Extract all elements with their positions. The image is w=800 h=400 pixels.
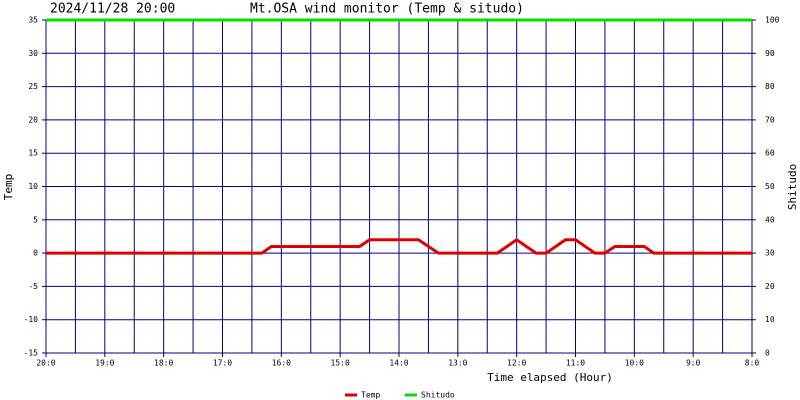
y-tick-label: 35	[28, 16, 38, 25]
y-tick-label: 30	[28, 49, 38, 58]
y2-axis-label: Shitudo	[786, 164, 799, 210]
y-tick-label: -10	[24, 315, 39, 324]
chart-title: Mt.OSA wind monitor (Temp & situdo)	[250, 2, 524, 17]
y2-tick-label: 0	[765, 349, 770, 358]
y-tick-label: 25	[28, 82, 38, 91]
y-tick-label: 10	[28, 182, 38, 191]
y-axis-label: Temp	[2, 174, 15, 201]
x-tick-label: 14:0	[389, 359, 408, 368]
y-tick-label: 5	[33, 215, 38, 224]
x-tick-label: 11:0	[566, 359, 585, 368]
y-tick-label: -5	[28, 282, 38, 291]
x-tick-label: 12:0	[507, 359, 526, 368]
y2-tick-label: 60	[765, 149, 775, 158]
legend-label: Temp	[361, 391, 380, 400]
y2-tick-label: 30	[765, 249, 775, 258]
y-tick-label: 15	[28, 149, 38, 158]
y2-tick-label: 70	[765, 115, 775, 124]
y2-tick-label: 90	[765, 49, 775, 58]
x-axis-label: Time elapsed (Hour)	[487, 371, 613, 384]
legend-label: Shitudo	[421, 391, 455, 400]
x-tick-label: 9:0	[686, 359, 701, 368]
y-tick-label: -15	[24, 349, 39, 358]
y2-tick-label: 80	[765, 82, 775, 91]
line-series	[46, 237, 752, 255]
y2-tick-label: 20	[765, 282, 775, 291]
x-tick-label: 16:0	[272, 359, 291, 368]
x-tick-label: 13:0	[448, 359, 467, 368]
x-tick-label: 15:0	[331, 359, 350, 368]
y2-tick-label: 100	[765, 16, 780, 25]
date: 2024/11/28 20:00	[50, 2, 175, 17]
x-tick-label: 18:0	[154, 359, 173, 368]
y2-tick-label: 10	[765, 315, 775, 324]
x-tick-label: 19:0	[95, 359, 114, 368]
y2-tick-label: 40	[765, 215, 775, 224]
x-tick-label: 10:0	[625, 359, 644, 368]
x-tick-label: 20:0	[36, 359, 55, 368]
x-tick-label: 17:0	[213, 359, 232, 368]
y-tick-label: 20	[28, 115, 38, 124]
y-tick-label: 0	[33, 249, 38, 258]
y2-tick-label: 50	[765, 182, 775, 191]
x-tick-label: 8:0	[745, 359, 760, 368]
